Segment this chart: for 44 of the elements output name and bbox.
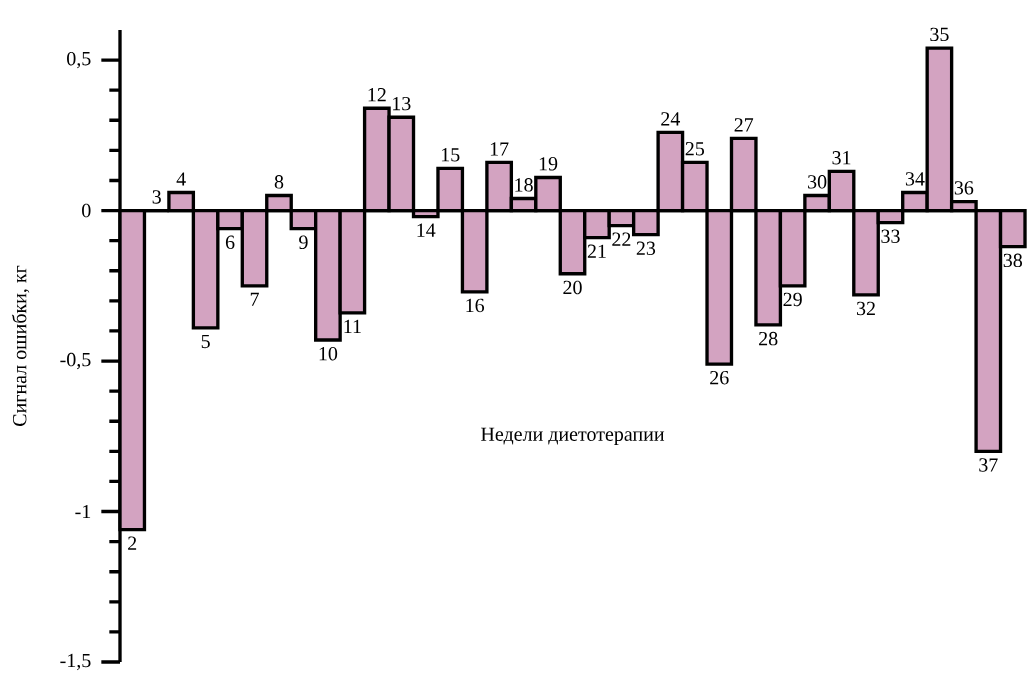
x-axis-title: Недели диетотерапии [481, 427, 665, 445]
x-tick-label: 11 [344, 319, 361, 334]
x-tick-label: 31 [832, 151, 851, 165]
x-tick-label: 21 [587, 244, 606, 258]
x-tick-label: 8 [274, 175, 284, 189]
x-tick-label: 18 [515, 178, 533, 192]
x-tick-label: 35 [930, 27, 949, 42]
x-tick-label: 27 [734, 118, 754, 132]
y-axis-title: Сигнал ошибки, кг [11, 265, 30, 426]
x-tick-label: 5 [201, 334, 210, 349]
x-tick-label: 7 [250, 292, 259, 306]
x-tick-label: 25 [685, 142, 705, 156]
x-tick-label: 17 [490, 142, 509, 156]
x-tick-label: 33 [881, 229, 900, 243]
y-tick-label: -1 [75, 504, 91, 519]
x-tick-label: 9 [299, 235, 308, 249]
x-tick-label: 22 [612, 232, 631, 246]
x-tick-label: 16 [466, 298, 485, 313]
x-tick-label: 14 [417, 223, 436, 237]
x-tick-label: 32 [856, 301, 875, 316]
x-tick-label: 15 [441, 148, 460, 162]
y-tick-label: 0,5 [67, 51, 91, 69]
x-tick-label: 2 [128, 536, 137, 550]
y-tick-label: -0,5 [60, 352, 91, 370]
x-tick-label: 23 [636, 241, 656, 256]
y-tick-label: -1,5 [60, 653, 91, 671]
x-tick-label: 6 [225, 235, 235, 249]
y-tick-label: 0 [82, 203, 91, 218]
x-tick-label: 24 [661, 112, 681, 126]
x-tick-label: 10 [319, 346, 338, 361]
x-tick-label: 4 [176, 172, 186, 186]
x-tick-label: 26 [710, 370, 729, 385]
x-tick-label: 19 [539, 157, 558, 171]
x-tick-label: 12 [368, 88, 386, 102]
x-tick-label: 34 [905, 172, 925, 186]
x-tick-label: 37 [979, 458, 998, 472]
x-tick-label: 38 [1003, 253, 1023, 268]
x-tick-label: 29 [783, 292, 802, 307]
x-tick-label: 3 [152, 190, 161, 204]
x-tick-label: 36 [954, 181, 974, 195]
x-tick-label: 28 [759, 331, 778, 346]
x-tick-label: 13 [393, 96, 411, 111]
x-tick-label: 30 [808, 175, 827, 189]
x-tick-label: 20 [563, 280, 582, 295]
